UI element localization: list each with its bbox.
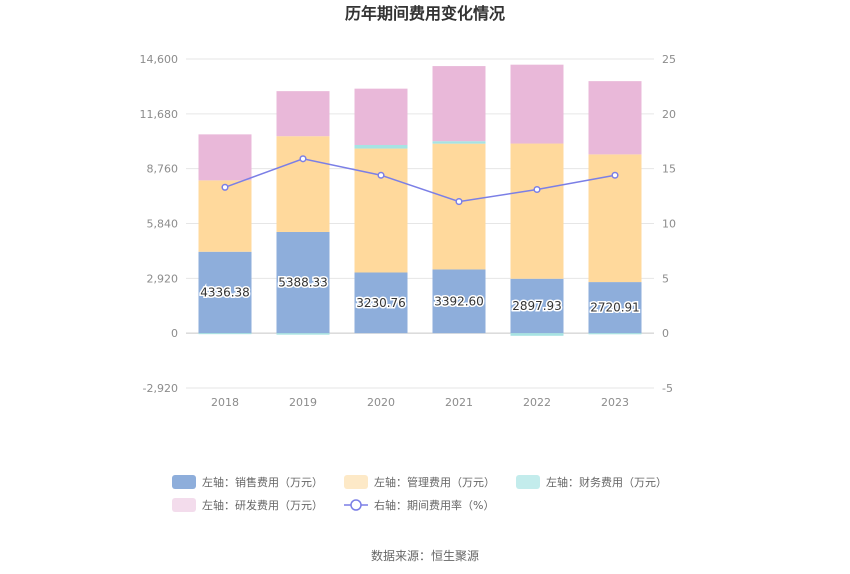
legend-item[interactable]: 左轴：销售费用（万元） (172, 475, 323, 489)
legend-item[interactable]: 左轴：财务费用（万元） (516, 475, 667, 489)
rate-point[interactable] (611, 171, 619, 179)
sales-value-label: 4336.38 (200, 285, 250, 299)
left-tick-label: 0 (171, 327, 178, 340)
left-tick-label: 8,760 (147, 163, 179, 176)
admin-bar[interactable] (276, 136, 330, 232)
x-tick-label: 2019 (289, 396, 317, 409)
bar-labels: 4336.38 5388.33 3230.76 3392.60 2897.93 2720.… (199, 274, 642, 316)
x-tick-label: 2023 (601, 396, 629, 409)
right-tick-label: 10 (662, 218, 676, 231)
finance-bar[interactable] (276, 333, 330, 335)
right-tick-label: 15 (662, 163, 676, 176)
admin-bar[interactable] (198, 180, 252, 252)
admin-bar[interactable] (432, 143, 486, 270)
rate-point[interactable] (299, 155, 307, 163)
rnd-bar[interactable] (276, 91, 330, 137)
legend-label: 左轴：管理费用（万元） (374, 475, 495, 489)
finance-bar[interactable] (588, 333, 642, 335)
sales-bar[interactable] (198, 251, 252, 334)
left-tick-label: 11,680 (140, 108, 179, 121)
right-tick-label: -5 (662, 382, 673, 395)
legend-item[interactable]: 右轴：期间费用率（%） (344, 498, 494, 512)
sales-bar[interactable] (276, 231, 330, 334)
x-axis: 2018 2019 2020 2021 2022 2023 (211, 396, 629, 409)
x-tick-label: 2018 (211, 396, 239, 409)
legend-marker (350, 499, 362, 511)
rate-line (221, 155, 619, 206)
sales-bar[interactable] (588, 282, 642, 334)
admin-bar[interactable] (510, 143, 564, 279)
rnd-bar[interactable] (510, 64, 564, 144)
legend-swatch (172, 498, 196, 512)
rate-point[interactable] (221, 183, 229, 191)
rate-point[interactable] (377, 171, 385, 179)
rate-point[interactable] (533, 185, 541, 194)
sales-value-label: 5388.33 (278, 276, 328, 290)
rate-polyline (224, 158, 616, 203)
legend-swatch (172, 475, 196, 489)
right-tick-label: 5 (662, 272, 669, 285)
legend-swatch (516, 475, 540, 489)
right-tick-label: 25 (662, 53, 676, 66)
x-tick-label: 2020 (367, 396, 395, 409)
sales-value-label: 3392.60 (434, 294, 484, 308)
rnd-bar[interactable] (198, 134, 252, 181)
legend: 左轴：销售费用（万元） 左轴：管理费用（万元） 左轴：财务费用（万元） 左轴：研发费用… (172, 475, 667, 512)
x-tick-label: 2022 (523, 396, 551, 409)
legend-label: 左轴：销售费用（万元） (202, 475, 323, 489)
legend-item[interactable]: 左轴：研发费用（万元） (172, 498, 323, 512)
grid (186, 58, 654, 389)
finance-bar[interactable] (198, 333, 252, 335)
source-note: 数据来源：恒生聚源 (371, 548, 479, 563)
right-tick-label: 0 (662, 327, 669, 340)
sales-bar[interactable] (510, 278, 564, 334)
rnd-bar[interactable] (588, 81, 642, 155)
legend-label: 左轴：财务费用（万元） (546, 475, 667, 489)
bars (198, 64, 642, 336)
rnd-bar[interactable] (354, 88, 408, 145)
finance-bar[interactable] (432, 141, 486, 144)
x-tick-label: 2021 (445, 396, 473, 409)
chart-title: 历年期间费用变化情况 (345, 4, 505, 23)
left-axis: -2,920 0 2,920 5,840 8,760 11,680 14,600 (140, 53, 179, 395)
sales-bar[interactable] (354, 272, 408, 334)
sales-value-label: 2720.91 (590, 301, 640, 315)
left-tick-label: 14,600 (140, 53, 179, 66)
admin-bar[interactable] (354, 148, 408, 273)
legend-swatch (344, 475, 368, 489)
sales-value-label: 2897.93 (512, 299, 562, 313)
legend-item[interactable]: 左轴：管理费用（万元） (344, 475, 495, 489)
rnd-bar[interactable] (432, 66, 486, 142)
sales-bar[interactable] (432, 269, 486, 334)
left-tick-label: 2,920 (147, 272, 179, 285)
left-tick-label: 5,840 (147, 218, 179, 231)
rate-point[interactable] (455, 198, 463, 206)
finance-bar[interactable] (354, 144, 408, 149)
right-tick-label: 20 (662, 108, 676, 121)
legend-label: 右轴：期间费用率（%） (374, 498, 494, 512)
sales-value-label: 3230.76 (356, 296, 406, 310)
finance-bar[interactable] (510, 333, 564, 336)
legend-label: 左轴：研发费用（万元） (202, 498, 323, 512)
left-tick-label: -2,920 (143, 382, 178, 395)
right-axis: -5 0 5 10 15 20 25 (662, 53, 676, 395)
